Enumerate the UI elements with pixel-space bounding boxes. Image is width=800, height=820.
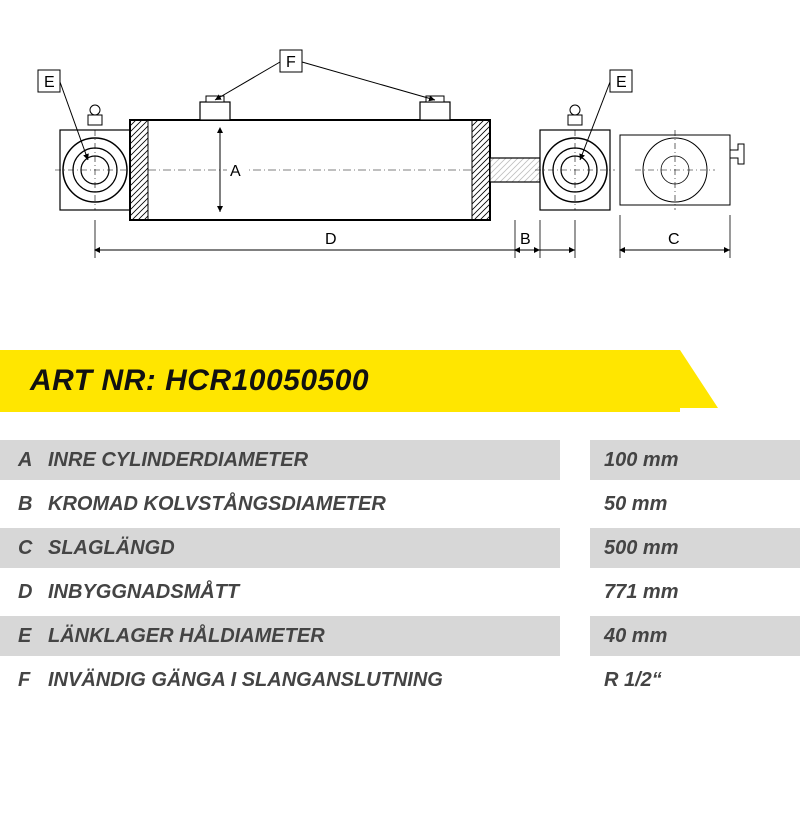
spec-key: E xyxy=(18,625,48,648)
dim-label-d: D xyxy=(325,231,337,248)
spec-label: INVÄNDIG GÄNGA I SLANGANSLUTNING xyxy=(48,669,443,692)
spec-value: 771 mm xyxy=(590,572,800,612)
spec-key: C xyxy=(18,537,48,560)
table-row: BKROMAD KOLVSTÅNGSDIAMETER 50 mm xyxy=(0,484,800,524)
dim-label-e-left: E xyxy=(44,74,55,91)
dim-label-e-right: E xyxy=(616,74,627,91)
spec-label: LÄNKLAGER HÅLDIAMETER xyxy=(48,625,325,648)
spec-label: KROMAD KOLVSTÅNGSDIAMETER xyxy=(48,493,386,516)
table-row: FINVÄNDIG GÄNGA I SLANGANSLUTNING R 1/2“ xyxy=(0,660,800,700)
spec-value: 500 mm xyxy=(590,528,800,568)
table-row: DINBYGGNADSMÅTT 771 mm xyxy=(0,572,800,612)
article-header: ART NR: HCR10050500 xyxy=(0,350,680,412)
spec-key: D xyxy=(18,581,48,604)
spec-value: 100 mm xyxy=(590,440,800,480)
spec-key: A xyxy=(18,449,48,472)
table-row: CSLAGLÄNGD 500 mm xyxy=(0,528,800,568)
dim-label-f: F xyxy=(286,54,296,71)
spec-key: F xyxy=(18,669,48,692)
spec-label: INRE CYLINDERDIAMETER xyxy=(48,449,308,472)
spec-table: AINRE CYLINDERDIAMETER 100 mm BKROMAD KO… xyxy=(0,440,800,700)
header-code: HCR10050500 xyxy=(165,364,369,397)
dim-label-a: A xyxy=(230,163,241,180)
table-row: AINRE CYLINDERDIAMETER 100 mm xyxy=(0,440,800,480)
spec-value: 50 mm xyxy=(590,484,800,524)
spec-key: B xyxy=(18,493,48,516)
spec-value: 40 mm xyxy=(590,616,800,656)
spec-label: INBYGGNADSMÅTT xyxy=(48,581,239,604)
spec-value: R 1/2“ xyxy=(590,660,800,700)
dim-label-c: C xyxy=(668,231,680,248)
technical-diagram: A D B C F E E xyxy=(20,20,780,320)
table-row: ELÄNKLAGER HÅLDIAMETER 40 mm xyxy=(0,616,800,656)
dim-label-b: B xyxy=(520,231,531,248)
spec-label: SLAGLÄNGD xyxy=(48,537,175,560)
header-prefix: ART NR: xyxy=(30,364,156,397)
